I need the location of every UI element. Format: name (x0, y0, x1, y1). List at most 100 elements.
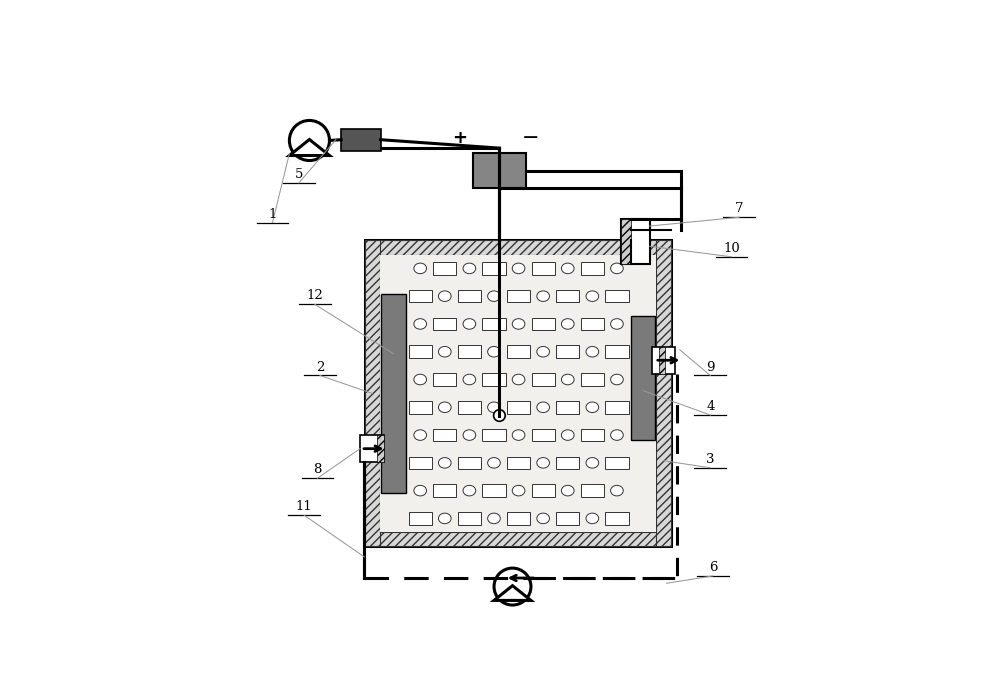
Bar (556, 401, 579, 414)
Ellipse shape (537, 513, 549, 523)
Text: 11: 11 (296, 500, 313, 513)
Bar (482, 429, 506, 441)
Bar (377, 435, 384, 462)
Bar (581, 484, 604, 497)
Bar (581, 318, 604, 330)
Bar (631, 316, 655, 440)
Ellipse shape (537, 402, 549, 412)
Ellipse shape (537, 458, 549, 468)
Text: 9: 9 (706, 360, 715, 373)
Ellipse shape (414, 429, 427, 440)
Ellipse shape (438, 402, 451, 412)
Bar (532, 484, 555, 497)
Ellipse shape (463, 429, 476, 440)
Text: 4: 4 (706, 400, 714, 413)
Bar (507, 345, 530, 358)
Ellipse shape (561, 263, 574, 274)
Circle shape (494, 568, 531, 605)
Ellipse shape (438, 291, 451, 301)
Ellipse shape (463, 319, 476, 329)
Text: +: + (452, 129, 467, 147)
Ellipse shape (414, 374, 427, 385)
Bar (381, 294, 406, 493)
Bar (659, 347, 665, 374)
Ellipse shape (561, 319, 574, 329)
Ellipse shape (561, 374, 574, 385)
Ellipse shape (611, 429, 623, 440)
Bar (532, 262, 555, 275)
Ellipse shape (463, 374, 476, 385)
Bar (532, 429, 555, 441)
Bar (656, 240, 671, 547)
Bar (365, 240, 671, 547)
Ellipse shape (586, 458, 599, 468)
Text: 1: 1 (268, 208, 277, 221)
Text: 2: 2 (316, 360, 324, 373)
Bar (409, 512, 432, 525)
Bar (433, 429, 456, 441)
Ellipse shape (586, 347, 599, 357)
Bar (507, 512, 530, 525)
Ellipse shape (611, 319, 623, 329)
Text: 12: 12 (306, 289, 323, 302)
Ellipse shape (488, 347, 500, 357)
Bar (605, 401, 629, 414)
Ellipse shape (611, 374, 623, 385)
Ellipse shape (438, 513, 451, 523)
Ellipse shape (463, 486, 476, 496)
Ellipse shape (488, 458, 500, 468)
Bar (365, 532, 671, 547)
Ellipse shape (438, 347, 451, 357)
Text: 5: 5 (295, 168, 303, 181)
Bar (433, 318, 456, 330)
Ellipse shape (488, 291, 500, 301)
Bar (556, 345, 579, 358)
Text: 6: 6 (709, 561, 717, 574)
Ellipse shape (537, 291, 549, 301)
Ellipse shape (414, 319, 427, 329)
Bar (409, 290, 432, 303)
Bar (341, 129, 381, 151)
Bar (458, 456, 481, 469)
Bar (365, 240, 380, 547)
Bar (532, 318, 555, 330)
Ellipse shape (488, 402, 500, 412)
Text: 3: 3 (706, 453, 715, 466)
Ellipse shape (561, 429, 574, 440)
Polygon shape (289, 140, 329, 155)
Bar (605, 512, 629, 525)
Polygon shape (494, 586, 531, 601)
Bar (458, 401, 481, 414)
Ellipse shape (561, 486, 574, 496)
Ellipse shape (586, 513, 599, 523)
Bar (482, 318, 506, 330)
Ellipse shape (611, 486, 623, 496)
Bar (621, 219, 650, 264)
Ellipse shape (463, 263, 476, 274)
Bar (507, 401, 530, 414)
Ellipse shape (494, 410, 505, 421)
Bar (556, 456, 579, 469)
Bar (409, 456, 432, 469)
Bar (365, 240, 671, 256)
Bar (556, 290, 579, 303)
Text: 7: 7 (735, 202, 744, 215)
Ellipse shape (414, 486, 427, 496)
Bar (605, 290, 629, 303)
Bar (433, 373, 456, 386)
Bar (409, 401, 432, 414)
Bar (380, 256, 656, 532)
Ellipse shape (488, 513, 500, 523)
Bar (581, 373, 604, 386)
Bar (507, 290, 530, 303)
Bar (581, 429, 604, 441)
Bar (605, 345, 629, 358)
Bar (458, 345, 481, 358)
Ellipse shape (586, 291, 599, 301)
Text: 10: 10 (723, 242, 740, 255)
Bar (433, 262, 456, 275)
Ellipse shape (537, 347, 549, 357)
Bar (652, 347, 675, 374)
Ellipse shape (512, 319, 525, 329)
Bar (473, 153, 526, 188)
